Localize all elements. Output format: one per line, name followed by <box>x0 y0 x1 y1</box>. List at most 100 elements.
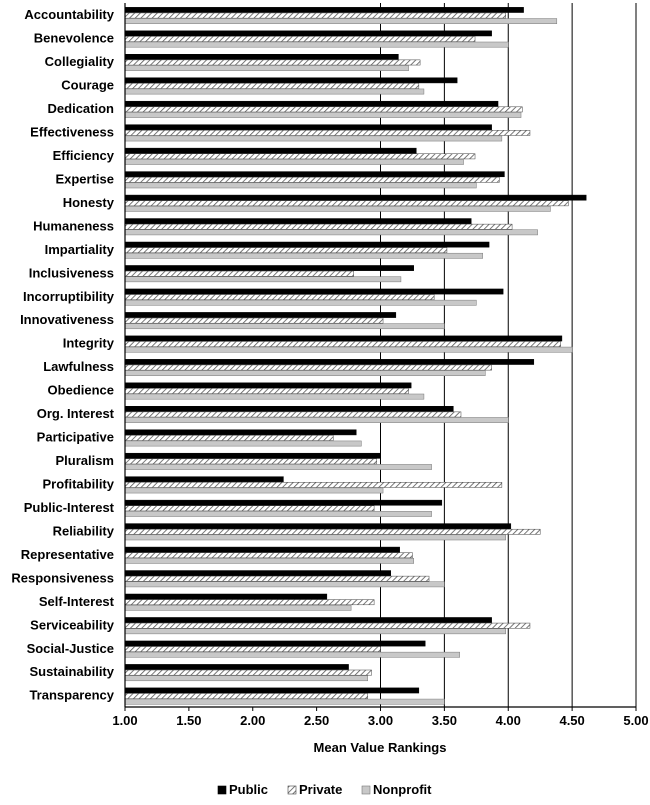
gridlines <box>380 3 637 707</box>
bar-private <box>124 130 531 136</box>
bar-nonprofit <box>124 299 477 306</box>
bar-nonprofit <box>124 534 506 541</box>
category-label: Integrity <box>63 336 115 351</box>
bar-nonprofit <box>124 159 464 165</box>
bar-nonprofit <box>124 393 425 400</box>
bar-nonprofit <box>124 182 477 189</box>
bar-public <box>124 593 328 600</box>
bar-public <box>124 382 412 389</box>
bar-nonprofit <box>124 558 414 564</box>
bar-private <box>124 270 354 277</box>
category-label: Humaneness <box>33 218 114 233</box>
bar-private <box>124 223 513 230</box>
bar-public <box>124 452 381 459</box>
category-label: Efficiency <box>53 148 115 163</box>
bar-private <box>124 599 375 606</box>
bar-private <box>124 669 372 676</box>
bar-public <box>124 359 535 365</box>
category-label: Honesty <box>63 195 115 210</box>
bar-nonprofit <box>124 65 409 71</box>
bar-nonprofit <box>124 581 445 588</box>
legend-label-private: Private <box>299 782 342 797</box>
bar-public <box>124 429 357 436</box>
category-label: Accountability <box>24 7 114 22</box>
bar-public <box>124 546 400 553</box>
bar-private <box>124 176 500 183</box>
bar-private <box>124 317 384 324</box>
bar-nonprofit <box>124 252 483 259</box>
bar-public <box>124 617 492 623</box>
x-tick-label: 5.00 <box>623 713 648 728</box>
bar-nonprofit <box>124 206 551 212</box>
bar-nonprofit <box>124 323 445 330</box>
bar-public <box>124 523 512 530</box>
category-label: Participative <box>37 430 114 445</box>
bar-public <box>124 30 492 37</box>
bar-nonprofit <box>124 604 352 611</box>
category-label: Collegiality <box>45 54 115 69</box>
category-label: Incorruptibility <box>23 289 115 304</box>
bar-private <box>124 505 375 512</box>
bar-public <box>124 218 472 224</box>
bar-public <box>124 288 504 295</box>
bar-private <box>124 388 409 394</box>
bar-private <box>124 106 523 113</box>
category-label: Sustainability <box>29 664 114 679</box>
bar-nonprofit <box>124 628 506 635</box>
category-label: Serviceability <box>30 617 115 632</box>
bar-private <box>124 12 506 19</box>
bar-public <box>124 171 505 178</box>
category-label: Inclusiveness <box>29 265 114 280</box>
bar-private <box>124 153 476 160</box>
category-label: Expertise <box>55 171 114 186</box>
bar-private <box>124 482 503 488</box>
x-tick-label: 4.00 <box>496 713 521 728</box>
category-label: Dedication <box>48 101 115 116</box>
x-axis-title: Mean Value Rankings <box>314 740 447 755</box>
category-label: Innovativeness <box>20 312 114 327</box>
bar-nonprofit <box>124 487 384 494</box>
bar-private <box>124 458 377 465</box>
bar-public <box>124 241 490 248</box>
legend-swatch-nonprofit <box>361 785 371 795</box>
x-axis: 1.00 1.50 2.00 2.50 3.00 3.50 4.00 4.50 5.00 <box>112 3 649 728</box>
bar-public <box>124 687 420 694</box>
legend-label-public: Public <box>229 782 268 797</box>
bar-public <box>124 570 391 576</box>
category-label: Transparency <box>29 688 114 703</box>
category-labels: Accountability Benevolence Collegiality Cou… <box>11 7 114 703</box>
bar-nonprofit <box>124 440 362 447</box>
x-tick-label: 1.50 <box>176 713 201 728</box>
category-label: Org. Interest <box>37 406 115 421</box>
bar-private <box>124 622 531 629</box>
bar-private <box>124 341 561 347</box>
bar-private <box>124 247 448 254</box>
bar-public <box>124 265 414 271</box>
bar-nonprofit <box>124 229 538 236</box>
category-label: Responsiveness <box>11 570 114 585</box>
x-tick-label: 1.00 <box>112 713 137 728</box>
legend-swatch-public <box>217 785 227 795</box>
bar-nonprofit <box>124 88 425 95</box>
bar-public <box>124 54 399 60</box>
bar-private <box>124 36 476 42</box>
bar-nonprofit <box>124 511 432 517</box>
x-tick-label: 2.00 <box>240 713 265 728</box>
bar-nonprofit <box>124 346 573 353</box>
bar-private <box>124 552 413 559</box>
bar-public <box>124 335 563 342</box>
legend-swatch-private <box>287 785 297 795</box>
bar-nonprofit <box>124 41 509 48</box>
category-label: Obedience <box>48 383 114 398</box>
bar-public <box>124 124 492 131</box>
bar-private <box>124 646 381 652</box>
bar-public <box>124 194 587 201</box>
x-tick-label: 2.50 <box>304 713 329 728</box>
bar-private <box>124 364 492 371</box>
bars <box>124 7 587 705</box>
bar-public <box>124 476 284 483</box>
bar-public <box>124 664 349 670</box>
bar-nonprofit <box>124 370 486 376</box>
